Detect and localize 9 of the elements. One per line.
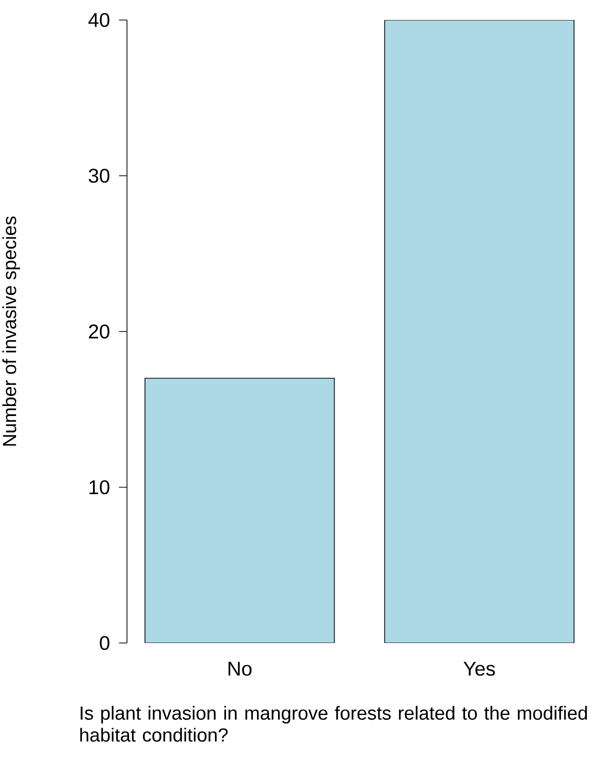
y-tick-label: 10 [90,480,110,494]
x-tick-label: Yes [464,662,495,676]
y-tick-label: 20 [88,324,110,339]
x-axis-title: Is plant invasion in mangrove forests related to the modified habitat condition? [80,706,587,742]
y-axis-title: Number of invasive species [2,216,20,446]
y-tick-label: 0 [100,636,110,650]
x-tick-label: No [228,662,252,676]
y-tick-label: 30 [88,168,110,183]
y-tick-label: 40 [88,12,110,28]
